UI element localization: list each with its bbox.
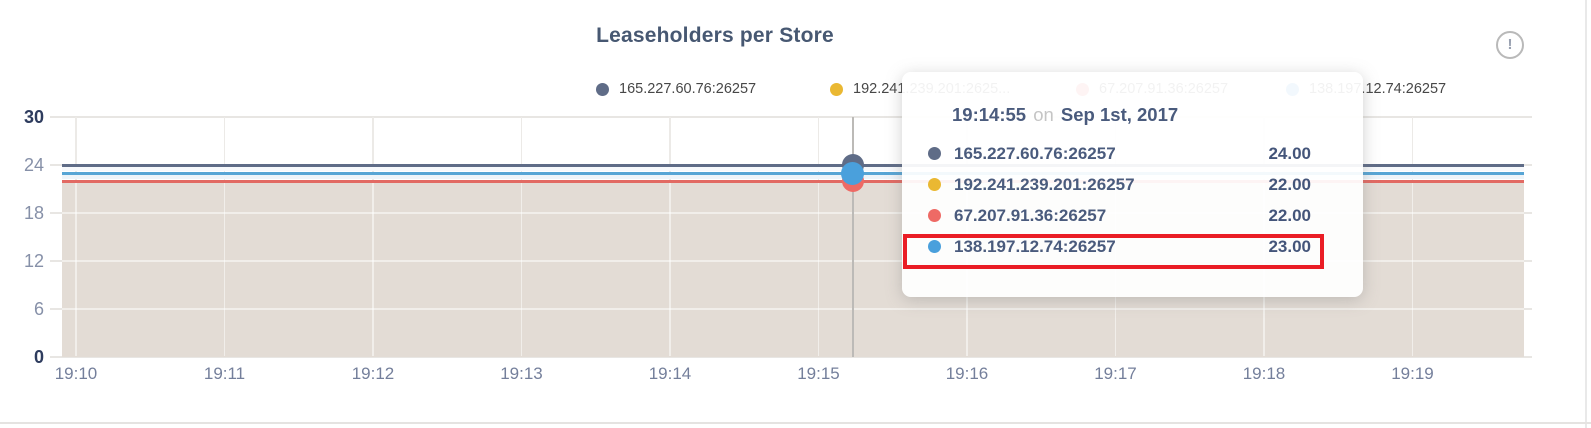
y-gridline [50, 356, 1532, 358]
y-gridline-overlay [62, 212, 1524, 214]
x-axis-tick-label: 19:19 [1391, 364, 1434, 383]
y-gridline-overlay [62, 308, 1524, 310]
series-line-navy [62, 163, 1524, 167]
chart-title: Leaseholders per Store [596, 24, 834, 47]
tooltip-row: 67.207.91.36:26257 22.00 [928, 200, 1311, 231]
y-axis-tick-label: 18 [23, 203, 44, 223]
tooltip-row-highlighted: 138.197.12.74:26257 23.00 [928, 231, 1311, 262]
x-axis-tick-label: 19:17 [1094, 364, 1137, 383]
tooltip-series-dot-icon [928, 178, 941, 191]
legend-item[interactable]: 165.227.60.76:26257 [596, 80, 756, 98]
y-axis-tick-label: 12 [23, 251, 44, 271]
x-gridline-overlay [1411, 183, 1414, 356]
tooltip-series-label: 165.227.60.76:26257 [954, 143, 1116, 163]
red-highlight-annotation [903, 234, 1324, 269]
tooltip-row: 165.227.60.76:26257 24.00 [928, 138, 1311, 169]
panel-right-border [1585, 0, 1587, 428]
tooltip-row: 192.241.239.201:26257 22.00 [928, 169, 1311, 200]
y-gridline-overlay [62, 260, 1524, 262]
tooltip-rows: 165.227.60.76:26257 24.00 192.241.239.201:… [928, 138, 1311, 262]
x-gridline-overlay [75, 183, 77, 356]
x-gridline-overlay [223, 183, 226, 356]
tooltip-date: Sep 1st, 2017 [1060, 104, 1179, 125]
legend-dot-icon [596, 82, 609, 96]
x-axis-tick-label: 19:14 [648, 364, 692, 383]
legend-dot-icon [830, 82, 843, 96]
tooltip-time: 19:14:55 [952, 104, 1027, 125]
x-axis-tick-label: 19:16 [945, 364, 989, 383]
hover-guideline [851, 117, 854, 357]
x-axis-tick-label: 19:12 [351, 364, 395, 383]
tooltip-series-value: 22.00 [1268, 174, 1311, 194]
tooltip-on-word: on [1033, 104, 1054, 125]
tooltip-timestamp: 19:14:55 on Sep 1st, 2017 [952, 104, 1363, 126]
x-gridline-overlay [520, 183, 523, 356]
x-axis-tick-label: 19:18 [1242, 364, 1286, 383]
series-line-red [62, 179, 1524, 183]
y-axis-tick-label: 24 [23, 155, 44, 175]
area-band-middle [62, 174, 1524, 179]
y-axis-tick-label: 6 [33, 299, 44, 319]
y-gridline [50, 116, 1532, 118]
area-band-upper [62, 165, 1524, 171]
tooltip-series-label: 138.197.12.74:26257 [954, 236, 1116, 256]
hover-dot-blue[interactable] [841, 161, 864, 185]
x-gridline-overlay [669, 183, 671, 356]
x-gridline-overlay [372, 183, 374, 356]
hover-tooltip: 19:14:55 on Sep 1st, 2017 165.227.60.76:… [902, 72, 1363, 297]
x-axis-tick-label: 19:10 [54, 364, 98, 383]
info-icon[interactable]: ! [1496, 31, 1524, 59]
x-axis-tick-label: 19:13 [500, 364, 543, 383]
x-axis-tick-label: 19:11 [203, 364, 246, 383]
tooltip-series-value: 24.00 [1268, 143, 1311, 163]
legend-item-label: 165.227.60.76:26257 [619, 81, 757, 97]
tooltip-series-value: 22.00 [1268, 205, 1311, 225]
tooltip-series-label: 192.241.239.201:26257 [954, 174, 1135, 194]
tooltip-series-dot-icon [928, 240, 941, 253]
tooltip-series-value: 23.00 [1268, 236, 1311, 256]
x-gridline-overlay [817, 183, 820, 356]
series-line-blue [62, 171, 1524, 175]
x-axis-tick-label: 19:15 [797, 364, 840, 383]
y-axis-tick-label: 30 [23, 107, 44, 127]
y-axis-tick-label: 0 [33, 347, 44, 367]
panel-bottom-border [0, 422, 1591, 424]
tooltip-series-label: 67.207.91.36:26257 [954, 205, 1107, 225]
tooltip-series-dot-icon [928, 209, 941, 222]
tooltip-series-dot-icon [928, 147, 941, 160]
